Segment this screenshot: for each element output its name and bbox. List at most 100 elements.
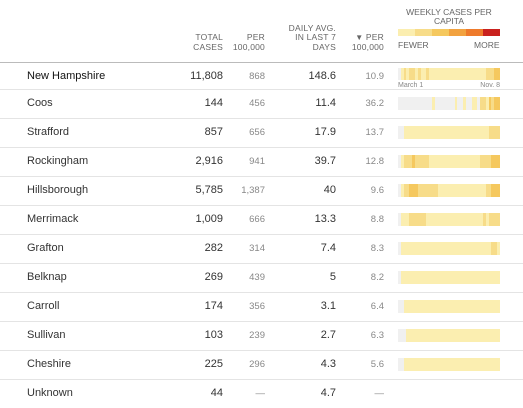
- col-per-100k-daily[interactable]: ▼ PER 100,000: [340, 32, 384, 52]
- sparkline-week-cell: [494, 97, 497, 110]
- row-per-100k: 239: [249, 330, 265, 341]
- sparkline-week-cell: [412, 300, 415, 313]
- sparkline-week-cell: [474, 358, 478, 371]
- row-total-cases: 174: [204, 300, 223, 312]
- table-row[interactable]: Hillsborough 5,785 1,387 40 9.6: [0, 177, 523, 206]
- sparkline-week-cell: [491, 155, 495, 168]
- row-daily-avg: 148.6: [308, 70, 336, 82]
- sparkline-week-cell: [451, 97, 455, 110]
- sparkline-week-cell: [465, 358, 469, 371]
- sparkline-week-cell: [454, 300, 458, 313]
- sparkline-week-cell: [431, 97, 435, 110]
- sparkline-week-cell: [488, 271, 492, 284]
- sparkline-week-cell: [460, 300, 464, 313]
- sparkline-week-cell: [448, 213, 452, 226]
- sparkline-week-cell: [465, 155, 469, 168]
- sparkline-week-cell: [446, 184, 449, 197]
- sparkline-week-cell: [477, 155, 481, 168]
- sparkline-week-cell: [480, 68, 483, 80]
- row-daily-avg: 5: [329, 271, 336, 283]
- sparkline-week-cell: [496, 271, 500, 284]
- sparkline-week-cell: [480, 97, 483, 110]
- sparkline-week-cell: [471, 300, 475, 313]
- table-row[interactable]: Sullivan 103 239 2.7 6.3: [0, 322, 523, 351]
- sparkline-week-cell: [451, 300, 455, 313]
- sparkline-week-cell: [474, 271, 478, 284]
- sparkline-week-cell: [431, 68, 435, 80]
- sparkline-week-cell: [420, 68, 424, 80]
- sparkline-week-cell: [426, 97, 430, 110]
- sparkline-week-cell: [409, 300, 413, 313]
- sparkline-week-cell: [414, 184, 418, 197]
- sparkline-week-cell: [414, 242, 418, 255]
- sparkline-week-cell: [463, 358, 466, 371]
- row-name: Cheshire: [27, 358, 72, 370]
- table-row[interactable]: Grafton 282 314 7.4 8.3: [0, 235, 523, 264]
- table-row[interactable]: Unknown 44 — 4.7 —: [0, 380, 523, 408]
- sparkline-week-cell: [491, 97, 495, 110]
- col-per-100k[interactable]: PER 100,000: [232, 32, 265, 52]
- table-row-state[interactable]: New Hampshire 11,808 868 148.6 10.9 Marc…: [0, 62, 523, 90]
- sparkline-week-cell: [463, 300, 466, 313]
- sparkline-week-cell: [434, 126, 438, 139]
- sparkline-week-cell: [406, 126, 410, 139]
- sparkline-week-cell: [465, 184, 469, 197]
- sparkline-week-cell: [446, 242, 449, 255]
- sparkline-week-cell: [409, 329, 413, 342]
- table-row[interactable]: Merrimack 1,009 666 13.3 8.8: [0, 206, 523, 235]
- sparkline-week-cell: [451, 358, 455, 371]
- sparkline-week-cell: [482, 155, 486, 168]
- col-total-cases[interactable]: TOTAL CASES: [193, 32, 223, 52]
- table-row[interactable]: Belknap 269 439 5 8.2: [0, 264, 523, 293]
- sparkline-week-cell: [460, 184, 464, 197]
- sparkline-week-cell: [437, 271, 441, 284]
- sparkline-week-cell: [431, 300, 435, 313]
- sparkline-week-cell: [398, 329, 401, 342]
- sparkline-week-cell: [451, 271, 455, 284]
- sparkline-week-cell: [460, 68, 464, 80]
- sparkline-week-cell: [448, 68, 452, 80]
- sparkline-week-cell: [471, 213, 475, 226]
- sparkline-week-cell: [437, 155, 441, 168]
- sparkline-week-cell: [496, 242, 500, 255]
- col-daily-avg[interactable]: DAILY AVG. IN LAST 7 DAYS: [288, 22, 336, 52]
- sparkline-week-cell: [496, 329, 500, 342]
- sparkline-week-cell: [400, 68, 404, 80]
- row-per-100k: 296: [249, 359, 265, 370]
- sparkline-week-cell: [477, 358, 481, 371]
- table-row[interactable]: Rockingham 2,916 941 39.7 12.8: [0, 148, 523, 177]
- table-row[interactable]: Strafford 857 656 17.9 13.7: [0, 119, 523, 148]
- sparkline-week-cell: [429, 184, 432, 197]
- sparkline-week-cell: [468, 213, 472, 226]
- sparkline-week-cell: [451, 329, 455, 342]
- sparkline-week-cell: [482, 271, 486, 284]
- sparkline-week-cell: [474, 242, 478, 255]
- row-daily-avg: 39.7: [314, 155, 336, 167]
- sparkline-week-cell: [460, 126, 464, 139]
- sparkline-week-cell: [468, 329, 472, 342]
- sparkline-week-cell: [403, 126, 407, 139]
- sparkline-week-cell: [437, 184, 441, 197]
- row-sparkline: [398, 155, 500, 168]
- table-row[interactable]: Coos 144 456 11.4 36.2: [0, 90, 523, 119]
- sparkline-week-cell: [488, 97, 492, 110]
- table-row[interactable]: Carroll 174 356 3.1 6.4: [0, 293, 523, 322]
- sparkline-week-cell: [414, 271, 418, 284]
- row-name: Coos: [27, 97, 53, 109]
- sparkline-week-cell: [463, 126, 466, 139]
- sparkline-week-cell: [400, 155, 404, 168]
- sparkline-week-cell: [443, 271, 447, 284]
- sparkline-week-cell: [496, 68, 500, 80]
- sort-desc-icon: ▼: [355, 33, 364, 42]
- sparkline-week-cell: [429, 97, 432, 110]
- row-sparkline: [398, 213, 500, 226]
- sparkline-week-cell: [429, 126, 432, 139]
- sparkline-week-cell: [398, 184, 401, 197]
- sparkline-week-cell: [494, 300, 497, 313]
- sparkline-week-cell: [471, 97, 475, 110]
- sparkline-week-cell: [406, 242, 410, 255]
- sparkline-week-cell: [480, 329, 483, 342]
- table-row[interactable]: Cheshire 225 296 4.3 5.6: [0, 351, 523, 380]
- row-name: Sullivan: [27, 329, 66, 341]
- sparkline-week-cell: [474, 97, 478, 110]
